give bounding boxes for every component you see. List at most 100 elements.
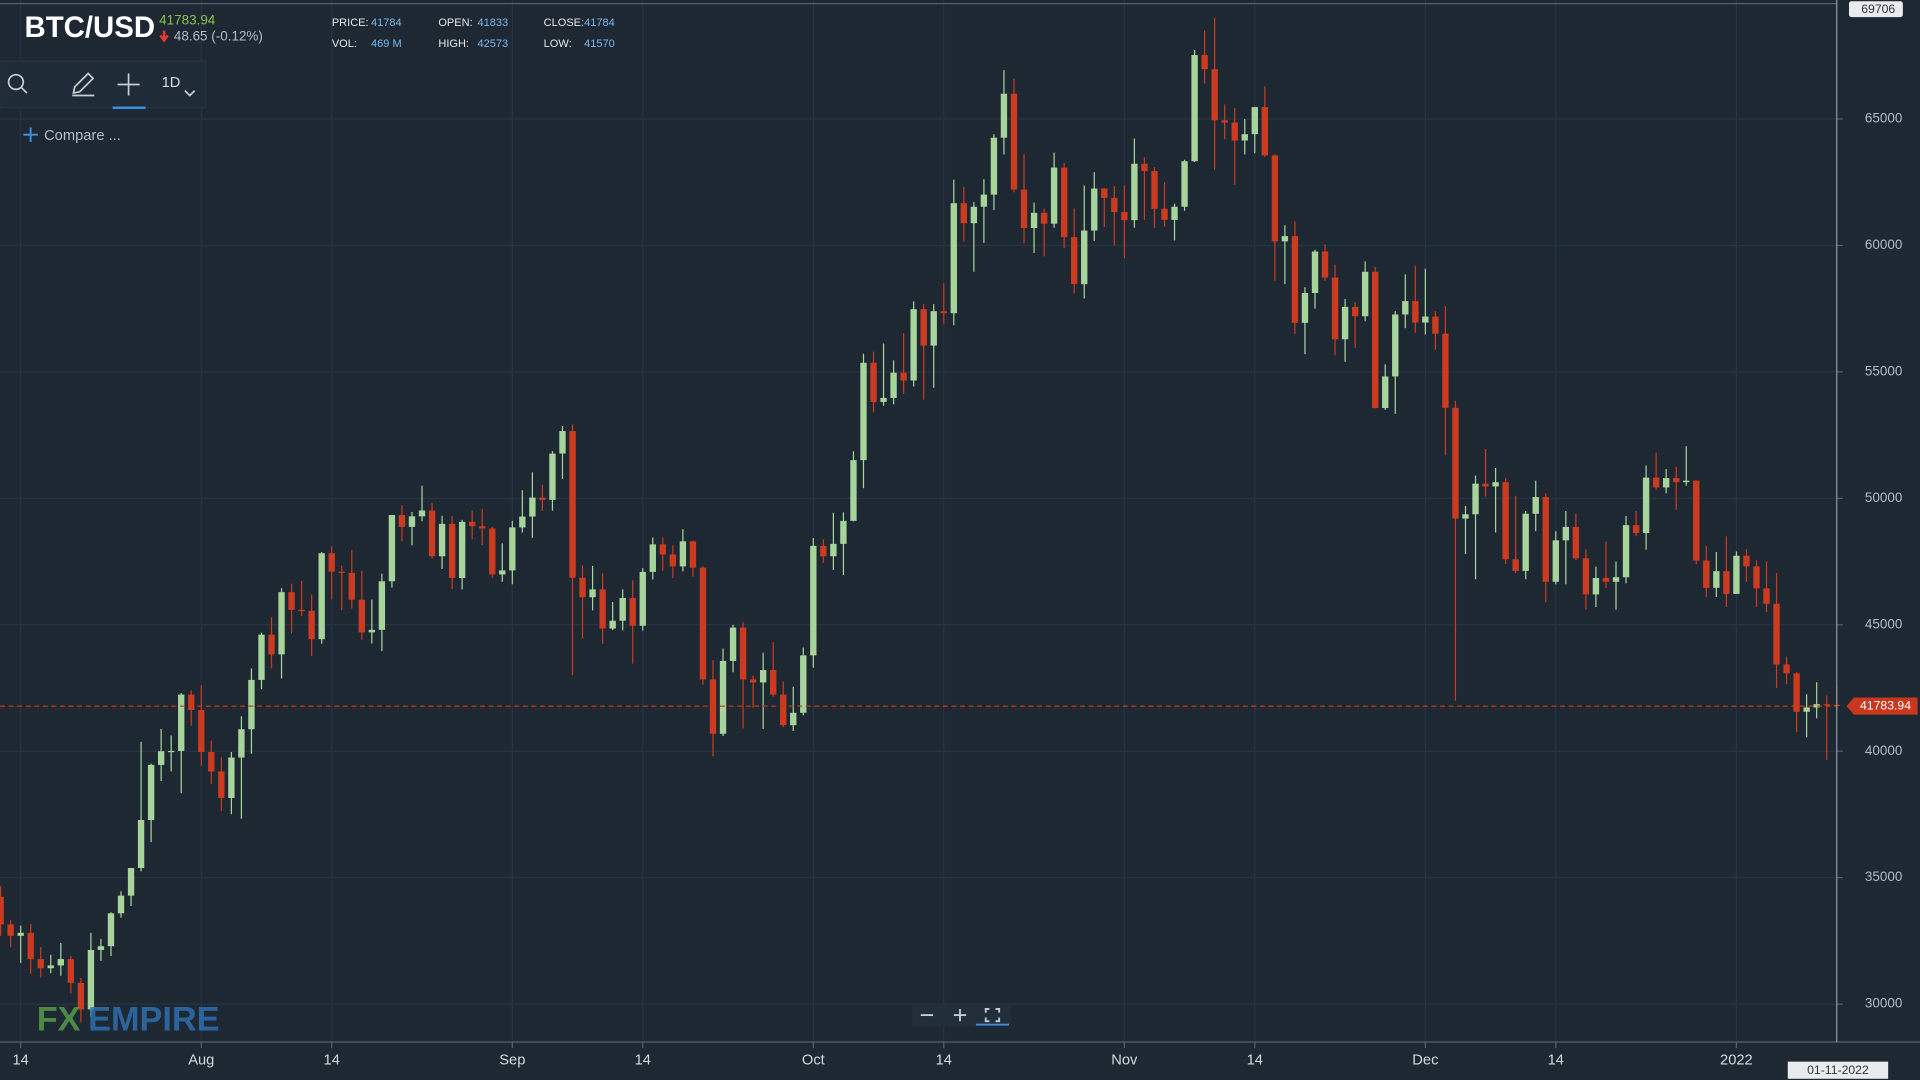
candle-body	[308, 610, 315, 640]
info-label: CLOSE:	[544, 17, 584, 29]
candle-body	[469, 521, 476, 527]
candle-body	[1582, 558, 1590, 595]
candle-body	[1803, 707, 1810, 712]
candle-body	[117, 895, 125, 914]
compare-icon[interactable]	[23, 127, 38, 143]
candle-body	[800, 655, 807, 713]
candle-body	[840, 520, 847, 544]
candle-body	[1753, 566, 1760, 589]
candle-body	[1271, 155, 1279, 242]
candle-body	[900, 372, 907, 381]
candle-body	[1020, 189, 1028, 229]
candle-body	[1181, 161, 1188, 207]
candle-body	[1000, 93, 1008, 138]
candle-body	[1311, 251, 1319, 293]
candle-body	[1652, 477, 1660, 488]
candle-body	[328, 553, 335, 572]
x-tick-label: Dec	[1412, 1052, 1438, 1068]
crosshair-button[interactable]	[117, 73, 140, 96]
y-tick-label: 35000	[1865, 869, 1902, 884]
candle-body	[1622, 525, 1630, 578]
candle-body	[1442, 333, 1449, 408]
candle-body	[870, 362, 877, 402]
info-value: 41570	[584, 38, 615, 50]
candle-body	[1392, 314, 1399, 377]
x-tick-label: Oct	[802, 1052, 825, 1068]
candle-body	[458, 521, 466, 578]
last-price-tag	[1846, 697, 1918, 715]
candle-body	[238, 729, 245, 758]
candle-body	[368, 629, 376, 633]
candle-body	[298, 609, 305, 612]
y-tick-label: 40000	[1865, 743, 1902, 758]
candles	[0, 17, 1840, 1023]
candle-body	[910, 309, 917, 381]
candle-body	[860, 362, 867, 461]
candle-body	[1111, 197, 1118, 213]
candle-body	[850, 460, 857, 521]
info-label: OPEN:	[438, 17, 472, 29]
x-tick-label: 2022	[1720, 1052, 1753, 1068]
candle-body	[258, 634, 265, 680]
info-label: HIGH:	[438, 38, 469, 50]
down-arrow	[159, 30, 169, 43]
candle-body	[1211, 69, 1218, 121]
candle-body	[1472, 483, 1479, 515]
interval-dropdown[interactable]	[184, 90, 196, 97]
candle-body	[719, 660, 727, 734]
search-button[interactable]	[7, 73, 28, 94]
candle-body	[1361, 271, 1369, 317]
candle-body	[549, 453, 556, 500]
candle-body	[1673, 478, 1680, 483]
candle-body	[749, 679, 757, 683]
candle-body	[770, 670, 777, 695]
candle-body	[920, 309, 927, 346]
draw-button[interactable]	[72, 72, 95, 97]
candle-body	[0, 896, 4, 925]
candle-body	[1331, 277, 1339, 340]
info-label: VOL:	[332, 38, 357, 50]
zoom-in-button[interactable]	[953, 1008, 967, 1022]
candle-body	[729, 627, 737, 661]
candle-body	[1151, 171, 1158, 209]
candle-body	[1131, 163, 1138, 221]
candle-body	[1412, 301, 1419, 323]
candle-body	[418, 510, 426, 517]
candle-body	[1743, 555, 1750, 567]
candle-body	[428, 510, 436, 557]
candle-body	[669, 554, 677, 567]
interval-button[interactable]: 1D	[162, 75, 181, 91]
crosshair-date-tag	[1787, 1061, 1889, 1079]
candle-body	[820, 545, 827, 557]
fullscreen-button[interactable]	[984, 1008, 1001, 1023]
candle-body	[780, 694, 787, 726]
x-tick-label: Nov	[1111, 1052, 1138, 1068]
x-tick-label: 14	[13, 1052, 29, 1068]
candle-body	[1191, 55, 1198, 162]
candle-body	[810, 545, 817, 656]
candle-body	[1030, 212, 1038, 229]
candle-body	[1241, 134, 1248, 141]
candle-body	[1101, 188, 1108, 198]
candle-body	[579, 577, 586, 598]
candle-body	[940, 311, 947, 314]
candle-body	[589, 589, 596, 598]
candle-body	[659, 544, 667, 555]
candle-body	[448, 523, 456, 578]
candle-body	[619, 597, 626, 621]
x-tick-label: Aug	[188, 1052, 214, 1068]
compare-button[interactable]: Compare ...	[44, 128, 121, 144]
x-tick-label: 14	[324, 1052, 340, 1068]
candle-body	[218, 771, 225, 799]
candle-body	[1291, 236, 1299, 323]
candle-body	[1060, 167, 1068, 238]
candle-body	[1432, 316, 1439, 334]
candle-body	[1221, 120, 1228, 123]
axis-top-tag	[1848, 1, 1903, 18]
candle-body	[87, 949, 95, 1010]
candle-body	[1281, 236, 1289, 242]
